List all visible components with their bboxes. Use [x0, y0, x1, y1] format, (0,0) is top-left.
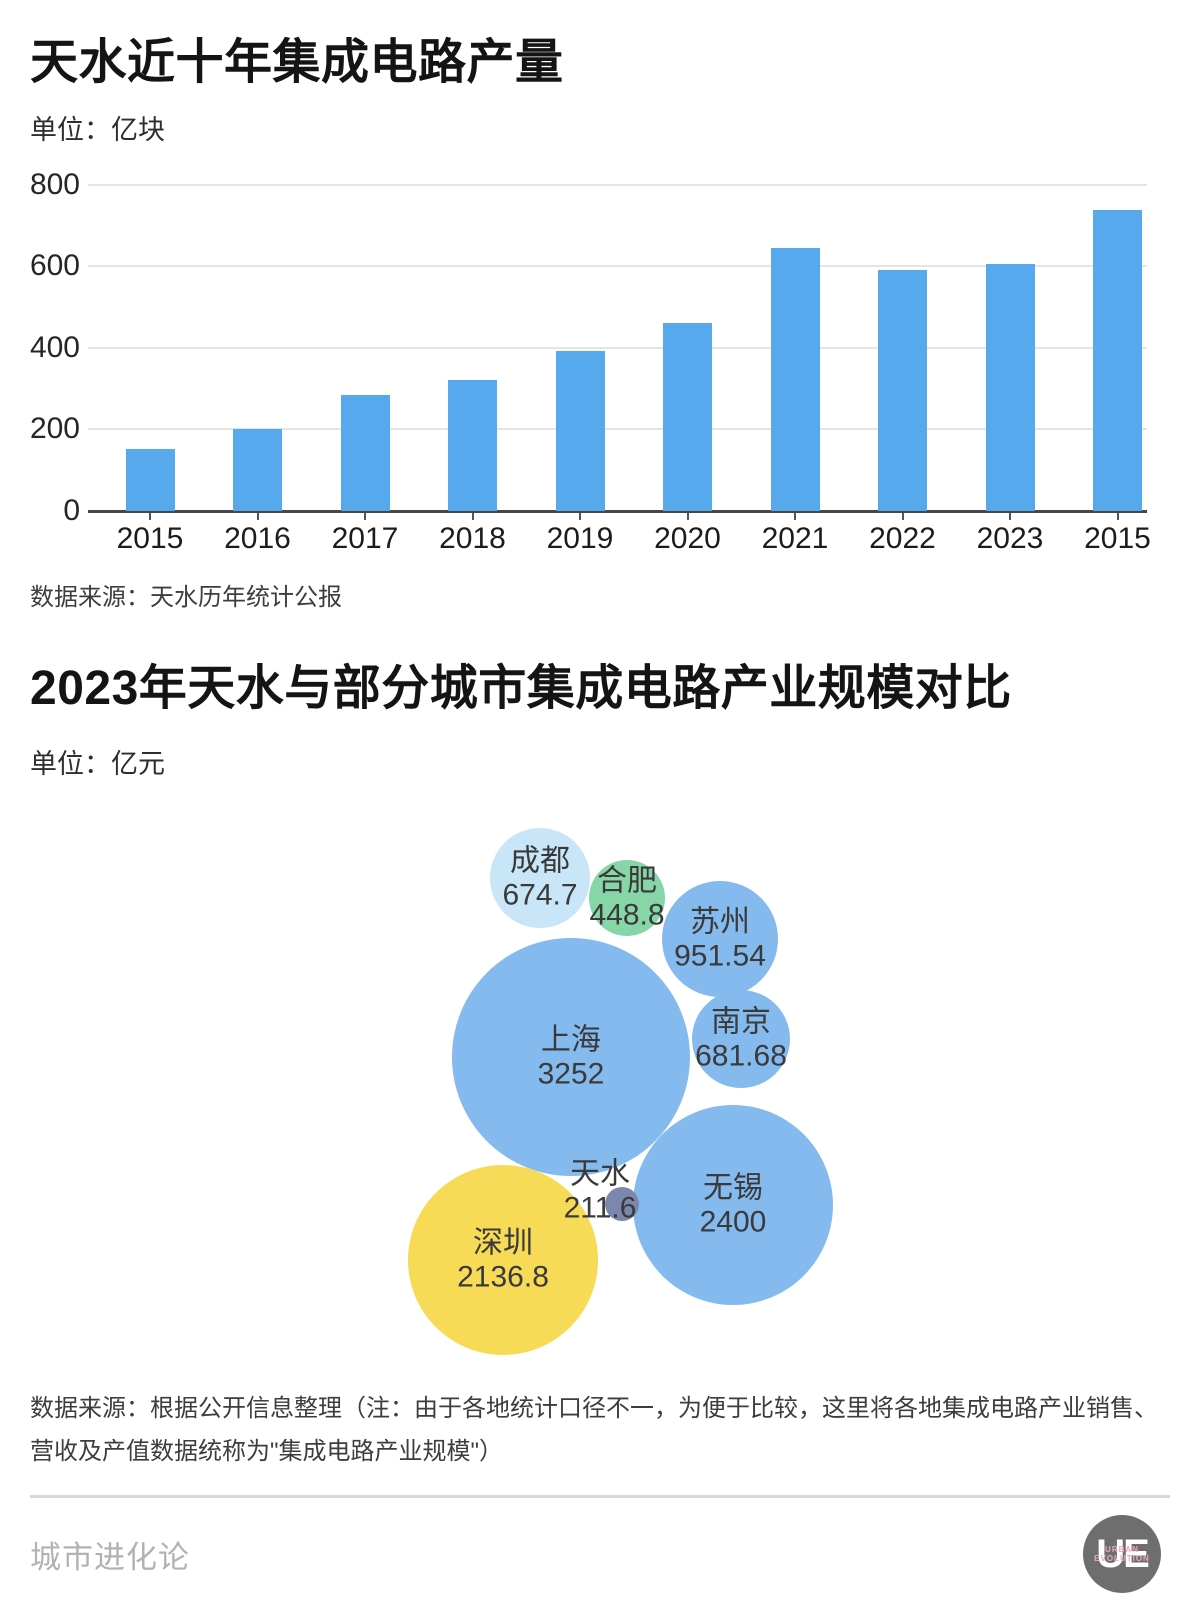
bubble-value: 211.6 [563, 1191, 637, 1224]
x-axis-label-9-2015: 2015 [1084, 522, 1151, 555]
bubble-city-name: 南京 [710, 1005, 771, 1039]
bar-6-2021 [770, 247, 820, 511]
x-axis-tick-7 [901, 513, 904, 520]
bubble-label-深圳: 深圳 2136.8 [457, 1226, 549, 1293]
chart1-title: 天水近十年集成电路产量 [30, 36, 564, 89]
bubble-city-name: 无锡 [703, 1171, 763, 1205]
bar-0-2015 [125, 449, 175, 511]
bubble-value: 2400 [699, 1205, 767, 1238]
x-axis-label-2-2017: 2017 [331, 522, 399, 555]
bubble-合肥 [589, 860, 665, 936]
x-axis-label-5-2020: 2020 [654, 522, 721, 555]
bubble-label-成都: 成都 674.7 [502, 844, 577, 911]
x-axis-tick-0 [149, 513, 151, 520]
y-axis-label-400: 400 [29, 330, 80, 364]
x-axis-label-7-2022: 2022 [869, 522, 936, 555]
bubble-深圳 [408, 1165, 598, 1355]
x-axis-label-3-2018: 2018 [439, 522, 506, 555]
bubble-label-天水: 天水 211.6 [564, 1157, 637, 1224]
bar-7-2022 [878, 269, 927, 511]
bubble-label-南京: 南京 681.68 [695, 1005, 787, 1072]
bar-1-2016 [233, 429, 282, 511]
x-axis-label-1-2016: 2016 [224, 522, 291, 555]
bubble-苏州 [662, 881, 778, 997]
bubble-value: 674.7 [502, 878, 578, 911]
bubble-成都 [490, 828, 590, 928]
bubble-city-name: 苏州 [689, 905, 750, 939]
y-axis-label-600: 600 [29, 249, 80, 283]
chart2-title: 2023年天水与部分城市集成电路产业规模对比 [30, 662, 1012, 715]
bar-2-2017 [340, 395, 390, 511]
x-axis-label-0-2015: 2015 [116, 522, 184, 555]
bubble-label-合肥: 合肥 448.8 [589, 864, 664, 931]
logo-caption-line1: URBAN [1105, 1545, 1139, 1554]
bubble-city-name: 上海 [541, 1023, 601, 1057]
bubble-value: 448.8 [589, 898, 665, 931]
bar-8-2023 [985, 263, 1035, 511]
bubble-value: 2136.8 [457, 1260, 549, 1293]
bubble-上海 [452, 938, 690, 1176]
bubble-南京 [692, 990, 790, 1088]
x-axis-tick-9 [1116, 513, 1119, 520]
gridline-400 [88, 346, 1147, 349]
bubble-value: 3252 [537, 1057, 605, 1090]
bubble-city-name: 合肥 [596, 864, 657, 898]
y-axis-label-800: 800 [29, 167, 80, 201]
bubble-city-name: 天水 [569, 1157, 630, 1191]
bubble-chart-comparison: 成都 674.7 合肥 448.8 苏州 951.54 上海 3252 南京 681.68 无锡 24… [0, 810, 1200, 1395]
logo-caption: URBAN EVOLUTION [1083, 1545, 1161, 1563]
footer-divider [30, 1495, 1170, 1498]
gridline-800 [88, 183, 1147, 186]
x-axis-tick-5 [686, 513, 689, 520]
bar-4-2019 [555, 350, 605, 511]
y-axis-label-0: 0 [63, 494, 80, 527]
bar-3-2018 [448, 379, 497, 511]
gridline-200 [88, 428, 1147, 431]
bubble-天水 [605, 1187, 639, 1221]
x-axis-tick-2 [364, 513, 366, 520]
bubble-city-name: 成都 [509, 844, 570, 878]
bubble-label-上海: 上海 3252 [538, 1023, 605, 1090]
x-axis-tick-6 [794, 513, 796, 520]
x-axis-label-4-2019: 2019 [546, 522, 614, 555]
x-axis-label-8-2023: 2023 [976, 522, 1044, 555]
chart2-source: 数据来源：根据公开信息整理（注：由于各地统计口径不一，为便于比较，这里将各地集成… [30, 1395, 1158, 1465]
bar-5-2020 [663, 323, 712, 511]
brand-logo: UE URBAN EVOLUTION [1083, 1515, 1161, 1593]
logo-caption-line2: EVOLUTION [1094, 1554, 1150, 1563]
logo-letters: UE [1096, 1531, 1150, 1576]
footer-brand: 城市进化论 [30, 1540, 190, 1575]
x-axis-tick-3 [471, 513, 474, 520]
bar-chart-production: 0 200 400 600 800 2015 2016 2017 2018 2019 2020 202… [0, 167, 1200, 565]
chart2-unit-label: 单位：亿元 [30, 749, 165, 779]
bubble-city-name: 深圳 [472, 1226, 533, 1260]
bubble-label-无锡: 无锡 2400 [700, 1171, 767, 1238]
x-axis-tick-1 [256, 513, 259, 520]
y-axis-label-200: 200 [29, 412, 80, 446]
chart1-source: 数据来源：天水历年统计公报 [30, 584, 342, 611]
x-axis-tick-8 [1009, 513, 1011, 520]
x-axis-line [88, 510, 1147, 513]
bubble-value: 951.54 [674, 939, 766, 972]
bubble-value: 681.68 [695, 1039, 787, 1072]
bar-9-2015 [1093, 209, 1142, 511]
bubble-label-苏州: 苏州 951.54 [674, 905, 766, 972]
bubble-无锡 [633, 1105, 833, 1305]
x-axis-label-6-2021: 2021 [761, 522, 829, 555]
gridline-600 [88, 265, 1147, 268]
x-axis-tick-4 [579, 513, 581, 520]
chart1-unit-label: 单位：亿块 [30, 115, 165, 145]
